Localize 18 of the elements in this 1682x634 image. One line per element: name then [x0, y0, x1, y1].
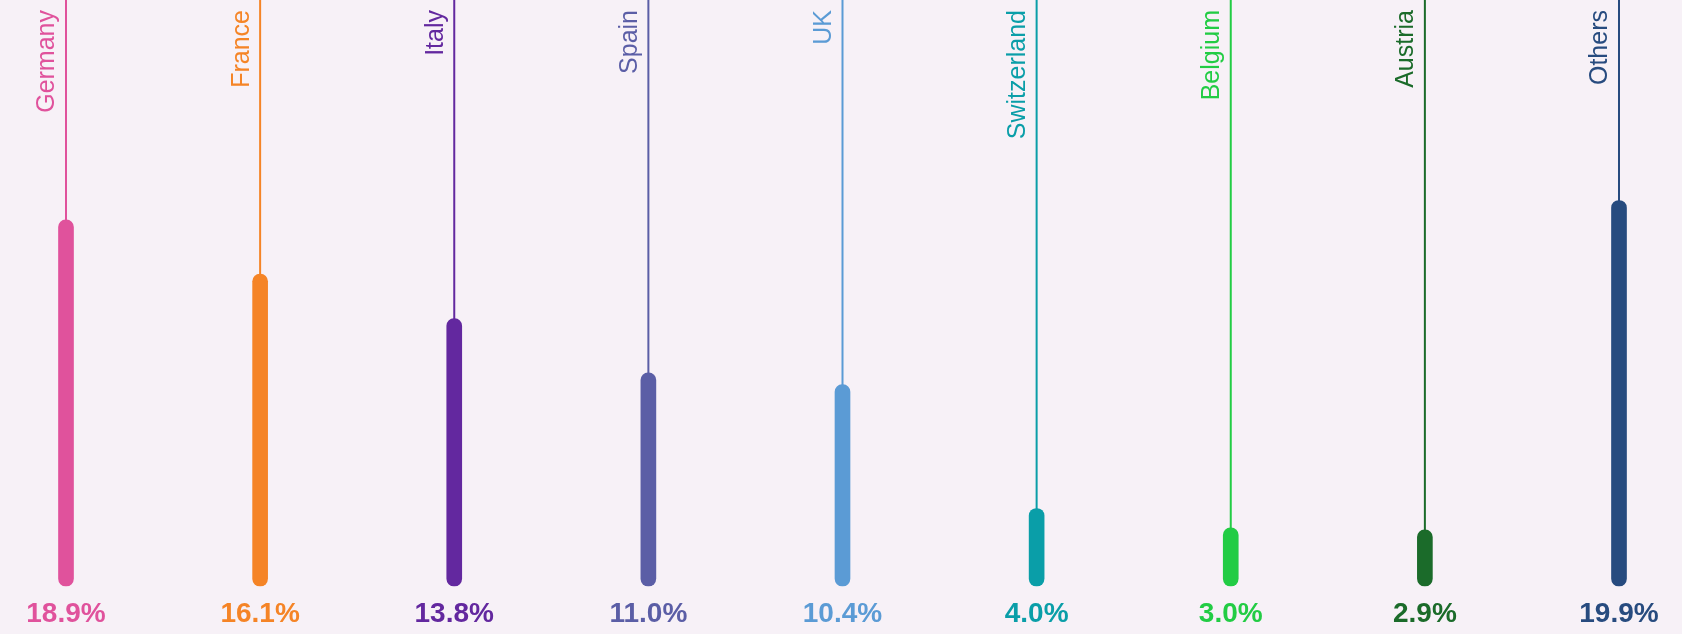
data-label: 2.9%	[1392, 596, 1457, 628]
x-tick-label: Spain	[613, 10, 642, 74]
x-tick-label: Germany	[31, 9, 60, 113]
data-label: 10.4%	[802, 596, 883, 628]
x-tick-label: France	[225, 10, 254, 88]
x-tick-label: Belgium	[1196, 10, 1225, 101]
x-tick-label: UK	[807, 9, 836, 45]
x-tick-label: Switzerland	[1002, 10, 1031, 140]
x-tick-label: Others	[1584, 10, 1613, 86]
data-label: 13.8%	[414, 596, 495, 628]
data-label: 18.9%	[26, 596, 106, 628]
x-tick-label: Italy	[419, 9, 448, 56]
data-label: 16.1%	[220, 596, 300, 628]
data-label: 3.0%	[1198, 596, 1263, 628]
data-label: 4.0%	[1004, 596, 1069, 628]
x-tick-label: Austria	[1390, 9, 1419, 88]
data-label: 19.9%	[1579, 596, 1659, 628]
data-label: 11.0%	[609, 596, 688, 628]
